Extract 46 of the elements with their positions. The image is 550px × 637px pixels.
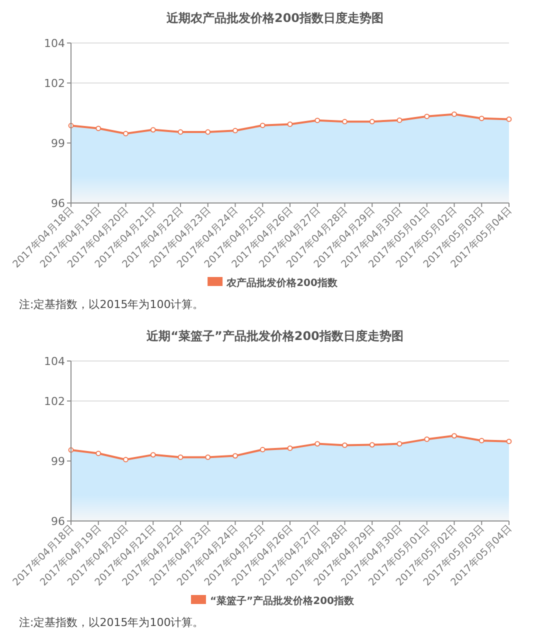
y-tick-label: 99	[51, 137, 65, 150]
point	[232, 453, 238, 458]
point	[260, 446, 266, 452]
point	[287, 122, 293, 127]
point	[452, 112, 457, 117]
text: 注:定基指数，以2015年为100计算。	[19, 616, 204, 629]
point	[96, 126, 102, 132]
point	[260, 122, 266, 128]
y-tick-label: 96	[51, 515, 65, 528]
legend-label: 农产品批发价格200指数	[226, 277, 338, 289]
point	[452, 433, 457, 438]
point	[424, 436, 430, 442]
chart-title: 近期农产品批发价格200指数日度走势图	[165, 11, 384, 25]
point	[396, 441, 402, 446]
point	[205, 129, 211, 135]
text: 注:定基指数，以2015年为100计算。	[19, 298, 204, 311]
y-tick-label: 104	[44, 355, 65, 368]
point	[314, 118, 320, 124]
point	[314, 441, 320, 446]
point	[478, 116, 484, 122]
y-tick-label: 104	[44, 37, 65, 50]
point	[96, 450, 102, 456]
point	[287, 446, 293, 451]
y-tick-label: 99	[51, 455, 65, 468]
point	[506, 116, 512, 122]
y-tick-label: 102	[44, 395, 65, 408]
point	[178, 129, 184, 135]
point	[424, 114, 430, 120]
point	[369, 118, 375, 124]
point	[150, 452, 156, 458]
point	[232, 128, 238, 134]
point	[342, 442, 348, 448]
point	[396, 118, 402, 123]
y-tick-label: 102	[44, 77, 65, 90]
point	[205, 454, 211, 460]
point	[369, 442, 375, 448]
point	[178, 454, 184, 460]
point	[478, 438, 484, 444]
chart-title: 近期“菜篮子”产品批发价格200指数日度走势图	[146, 329, 404, 343]
y-tick-label: 96	[51, 197, 65, 210]
point	[123, 456, 128, 462]
point	[123, 130, 128, 136]
point	[506, 438, 512, 444]
point	[150, 127, 156, 132]
point	[342, 118, 348, 124]
legend-label: “菜篮子”产品批发价格200指数	[210, 595, 356, 607]
